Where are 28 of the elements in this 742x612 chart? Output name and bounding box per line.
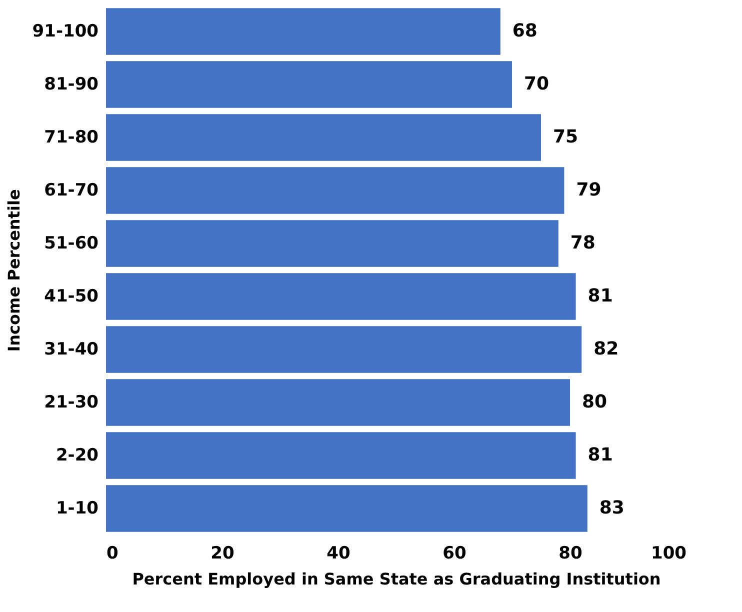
data-label: 83 (599, 498, 624, 518)
y-tick-label: 41-50 (44, 286, 99, 306)
data-label: 81 (588, 286, 613, 306)
y-tick-label: 71-80 (44, 128, 99, 148)
y-tick-label: 21-30 (44, 392, 99, 412)
x-tick-label: 80 (558, 544, 582, 564)
data-label: 81 (588, 444, 613, 466)
x-tick-label: 40 (326, 544, 350, 564)
data-label: 82 (594, 338, 619, 360)
y-tick-label: 1-10 (56, 498, 99, 518)
x-axis-title: Percent Employed in Same State as Graduating Institution (132, 570, 661, 588)
x-tick-label: 100 (651, 544, 687, 564)
y-tick-label: 31-40 (44, 340, 99, 360)
y-tick-label: 91-100 (32, 22, 99, 42)
y-tick-label: 2-20 (56, 446, 99, 466)
x-tick-label: 0 (106, 544, 118, 564)
data-label: 70 (524, 74, 550, 94)
y-axis-title: Income Percentile (4, 189, 24, 352)
x-tick-label: 60 (442, 544, 466, 564)
y-tick-label: 61-70 (44, 180, 99, 200)
data-label: 78 (570, 232, 596, 254)
data-label: 75 (553, 126, 578, 148)
data-label: 68 (512, 20, 538, 42)
data-label: 79 (576, 180, 602, 200)
y-tick-label: 81-90 (44, 74, 99, 94)
data-label: 80 (582, 392, 608, 412)
x-tick-label: 20 (210, 544, 234, 564)
y-tick-label: 51-60 (44, 234, 99, 254)
